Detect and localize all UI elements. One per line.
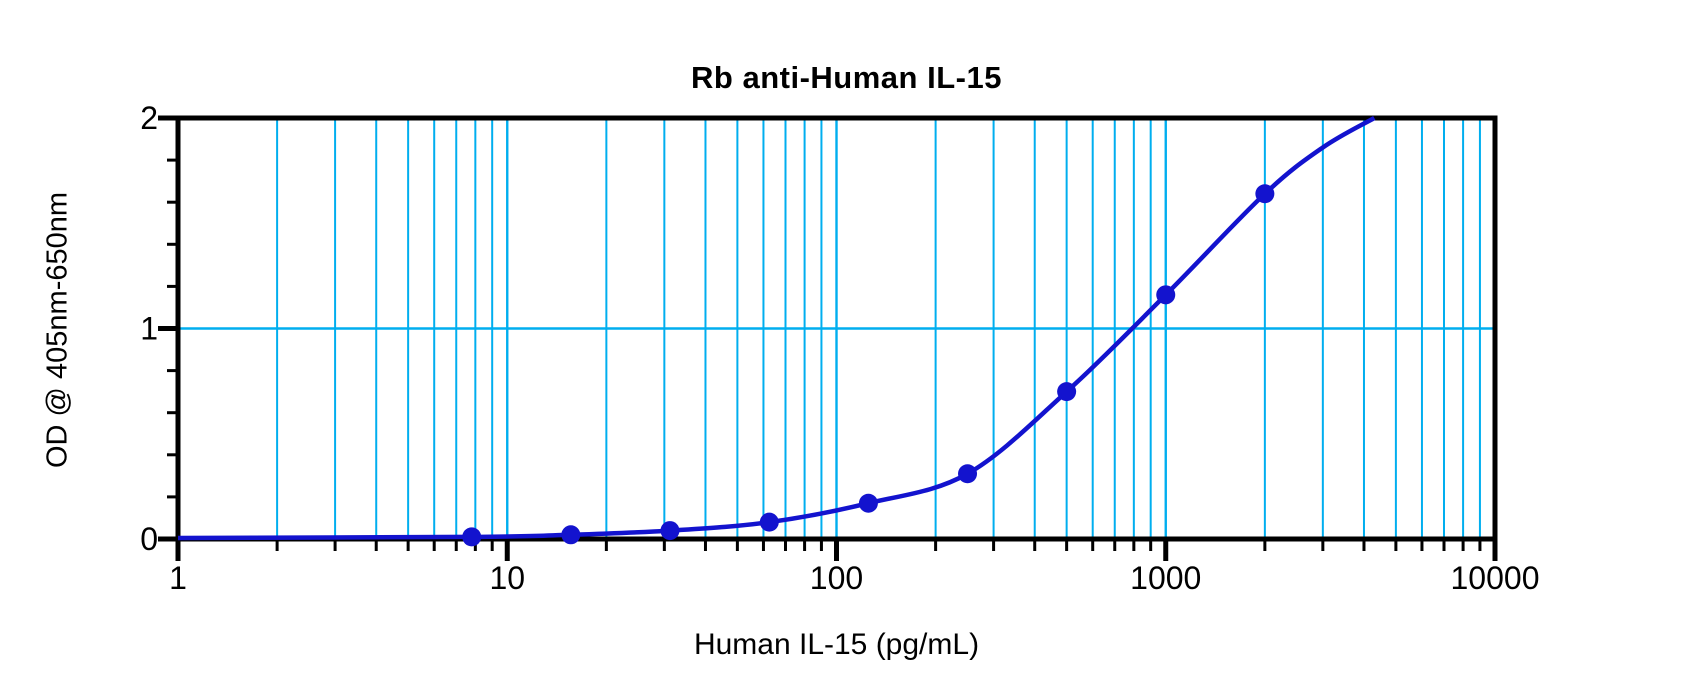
data-point-marker [561, 525, 581, 545]
standard-curve-line [177, 116, 1376, 541]
y-tick-label: 2 [140, 100, 158, 136]
data-point-marker [1255, 184, 1275, 204]
x-tick-label: 10000 [1451, 560, 1540, 596]
x-tick-label: 1000 [1130, 560, 1201, 596]
data-point-marker [660, 521, 680, 541]
data-point-marker [1057, 382, 1077, 402]
chart-title: Rb anti-Human IL-15 [691, 60, 1002, 95]
y-tick-label: 1 [140, 311, 158, 347]
data-point-marker [858, 493, 878, 513]
x-tick-label: 1 [169, 560, 187, 596]
data-point-marker [1156, 285, 1176, 305]
plot-frame [175, 115, 1498, 542]
data-point-marker [462, 527, 482, 547]
x-axis-label: Human IL-15 (pg/mL) [693, 628, 980, 661]
x-tick-label: 100 [810, 560, 863, 596]
data-point-marker [958, 464, 978, 484]
x-tick-label: 10 [489, 560, 525, 596]
data-point-marker [759, 512, 779, 532]
y-tick-label: 0 [140, 521, 158, 557]
